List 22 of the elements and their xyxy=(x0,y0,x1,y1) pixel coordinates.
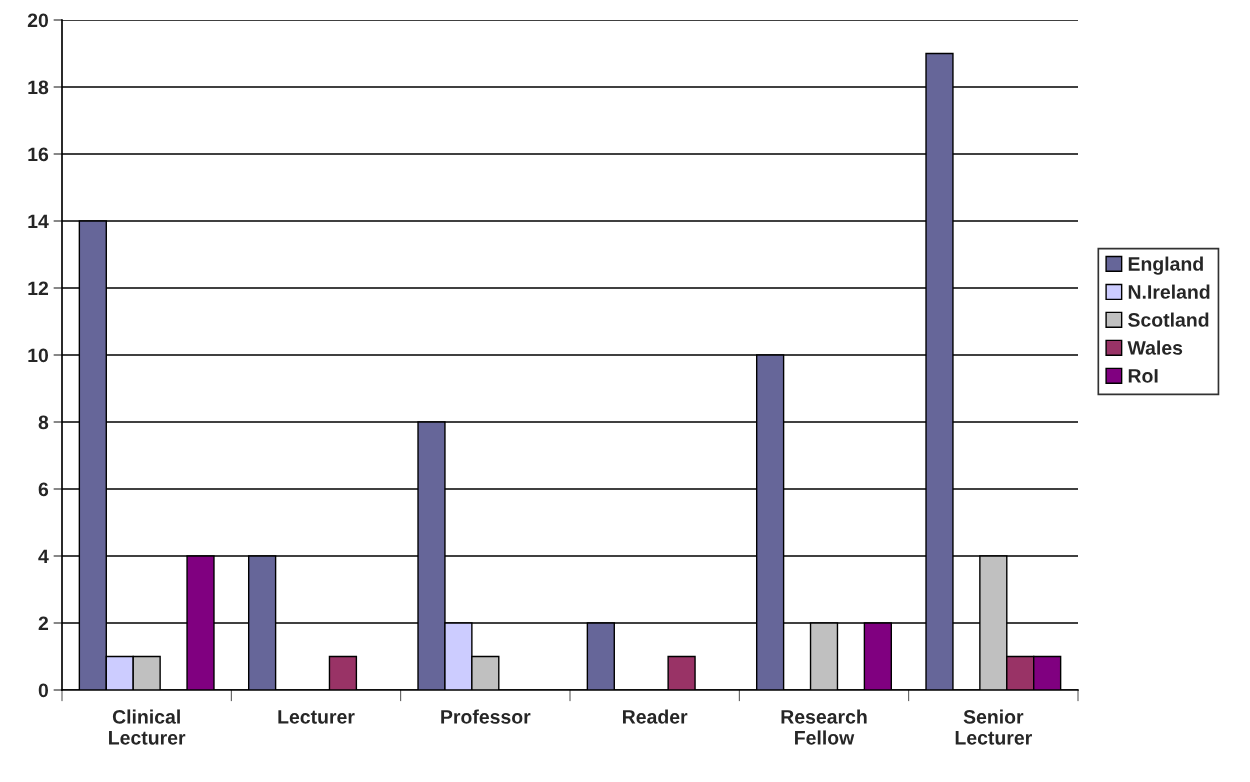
y-tick-label: 8 xyxy=(38,415,49,430)
x-tick-label: Reader xyxy=(623,709,688,724)
legend-label: N.Ireland xyxy=(1128,284,1210,299)
x-tick-label: Professor xyxy=(441,709,531,724)
y-tick-label: 16 xyxy=(28,147,49,162)
y-tick-label: 20 xyxy=(27,13,49,28)
x-tick-label: Research Fellow xyxy=(781,709,867,745)
x-tick-label: Lecturer xyxy=(278,710,355,724)
y-tick-label: 14 xyxy=(28,214,49,229)
y-tick-label: 4 xyxy=(38,549,49,564)
y-tick-label: 6 xyxy=(38,482,49,497)
legend-label: RoI xyxy=(1128,369,1158,383)
legend-label: Scotland xyxy=(1128,312,1209,327)
y-tick-label: 18 xyxy=(28,80,49,95)
y-tick-label: 10 xyxy=(28,348,49,363)
y-tick-label: 12 xyxy=(28,281,49,296)
x-tick-label: Clinical Lecturer xyxy=(109,709,186,745)
legend-label: Wales xyxy=(1127,340,1183,355)
x-tick-label: Senior Lecturer xyxy=(955,709,1032,745)
y-tick-label: 2 xyxy=(38,616,49,631)
y-tick-label: 0 xyxy=(38,683,49,698)
legend-label: England xyxy=(1128,256,1203,275)
